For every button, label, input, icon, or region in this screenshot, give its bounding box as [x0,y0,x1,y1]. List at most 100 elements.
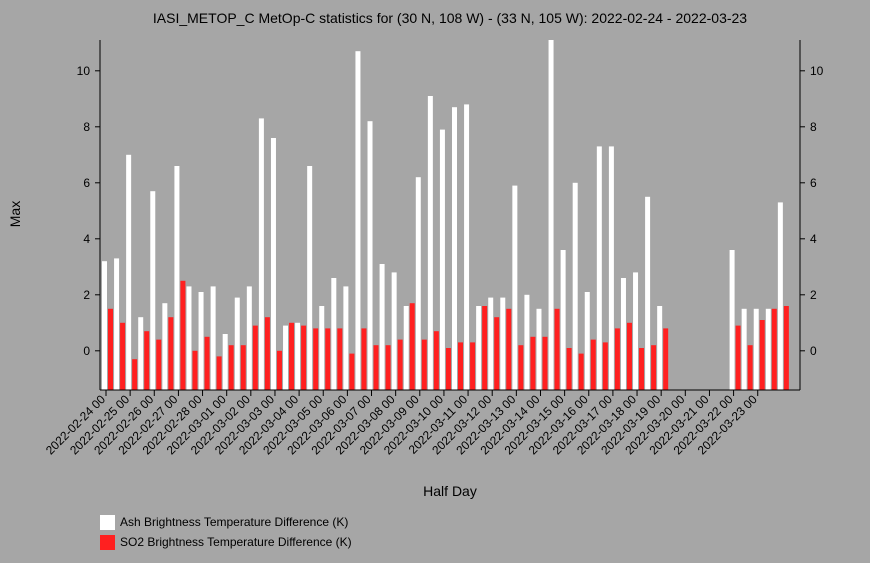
so2-bar [385,345,391,390]
so2-bar [252,325,258,390]
so2-bar [421,339,427,390]
ash-bar [114,258,120,390]
so2-bar [192,350,198,390]
so2-bar [759,320,765,390]
so2-bar [506,308,512,390]
y-tick-label-left: 10 [77,64,91,78]
so2-bar [132,359,138,390]
so2-bar [168,317,174,390]
so2-bar [216,356,222,390]
so2-bar [349,353,355,390]
so2-bar [590,339,596,390]
so2-bar [663,328,669,390]
so2-bar [397,339,403,390]
ash-bar [476,306,482,390]
ash-bar [331,278,337,390]
so2-bar [530,336,536,390]
so2-bar [240,345,246,390]
ash-bar [295,322,301,390]
so2-bar [518,345,524,390]
chart-title: IASI_METOP_C MetOp-C statistics for (30 … [153,10,747,26]
ash-bar [741,308,747,390]
so2-bar [458,342,463,390]
ash-bar [379,264,385,390]
y-tick-label-right: 6 [810,176,817,190]
so2-bar [289,322,295,390]
legend-swatch-ash [100,514,115,530]
ash-bar [391,272,397,390]
so2-bar [614,328,620,390]
ash-bar [512,185,518,390]
so2-bar [409,303,415,390]
ash-bar [234,297,240,390]
so2-bar [445,348,451,390]
ash-bar [210,286,216,390]
so2-bar [626,322,632,390]
ash-bar [596,146,602,390]
ash-bar [500,297,506,390]
so2-bar [735,325,741,390]
ash-bar [403,306,409,390]
so2-bar [554,308,560,390]
ash-bar [198,292,204,390]
y-tick-label-right: 2 [810,288,817,302]
y-tick-label-left: 4 [83,232,90,246]
so2-bar [276,350,282,390]
ash-bar [246,286,252,390]
so2-bar [542,336,548,390]
ash-bar [150,191,156,390]
ash-bar [270,138,276,390]
ash-bar [102,261,107,390]
ash-bar [488,297,494,390]
ash-bar [620,278,626,390]
so2-bar [639,348,645,390]
y-tick-label-left: 8 [83,120,90,134]
so2-bar [783,306,789,390]
so2-bar [578,353,584,390]
so2-bar [301,325,307,390]
ash-bar [560,250,566,390]
ash-bar [367,121,373,390]
so2-bar [120,322,126,390]
ash-bar [307,166,313,390]
so2-bar [313,328,319,390]
legend-swatch-so2 [100,534,115,550]
so2-bar [108,308,113,390]
legend-item-ash: Ash Brightness Temperature Difference (K… [100,512,352,532]
so2-bar [361,328,367,390]
ash-bar [343,286,349,390]
so2-bar [228,345,234,390]
y-tick-label-left: 2 [83,288,90,302]
x-axis-label: Half Day [423,483,477,499]
so2-bar [337,328,343,390]
ash-bar [319,306,325,390]
ash-bar [355,51,361,390]
so2-bar [470,342,476,390]
so2-bar [494,317,500,390]
legend-label-ash: Ash Brightness Temperature Difference (K… [120,515,349,529]
so2-bar [566,348,572,390]
so2-bar [482,306,488,390]
ash-bar [126,154,132,390]
ash-bar [777,202,783,390]
ash-bar [186,286,192,390]
ash-bar [524,294,530,390]
ash-bar [536,308,542,390]
y-tick-label-left: 6 [83,176,90,190]
ash-bar [633,272,639,390]
so2-bar [771,308,777,390]
ash-bar [765,308,771,390]
ash-bar [427,96,433,390]
y-tick-label-right: 8 [810,120,817,134]
so2-bar [325,328,331,390]
ash-bar [138,317,144,390]
bars-group [102,40,789,391]
so2-bar [747,345,753,390]
ash-bar [608,146,614,390]
ash-bar [464,104,470,391]
ash-bar [258,118,264,391]
ash-bar [283,325,289,390]
ash-bar [222,334,228,390]
y-tick-label-right: 10 [810,64,824,78]
